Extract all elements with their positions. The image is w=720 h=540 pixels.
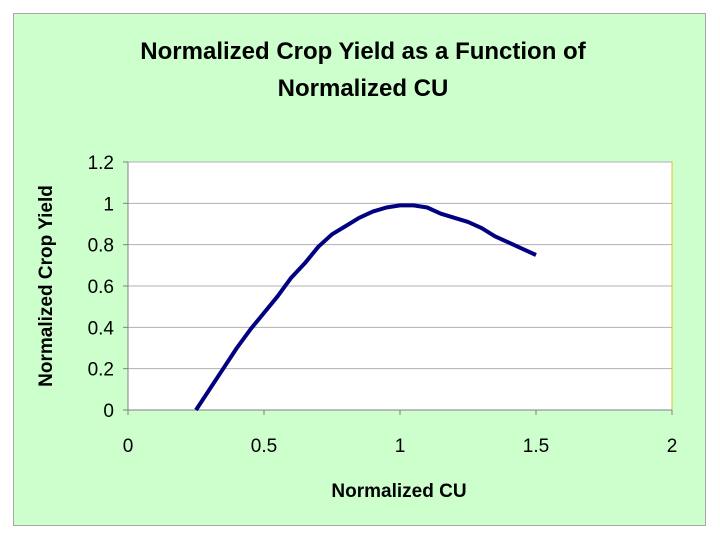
- chart-title-line-2: Normalized CU: [278, 75, 449, 102]
- x-tick-label: 0: [123, 436, 134, 457]
- y-tick-label: 0: [103, 401, 114, 422]
- grid-lines: [128, 161, 672, 370]
- y-tick-labels: 0 0.2 0.4 0.6 0.8 1 1.2: [88, 153, 115, 422]
- axes: [123, 161, 673, 415]
- chart-frame: Normalized Crop Yield as a Function of N…: [13, 13, 706, 526]
- x-tick-label: 1: [395, 436, 406, 457]
- x-tick-label: 2: [667, 436, 678, 457]
- y-axis-title: Normalized Crop Yield: [36, 185, 57, 387]
- x-tick-labels: 0 0.5 1 1.5 2: [123, 436, 678, 457]
- chart-svg: Normalized Crop Yield as a Function of N…: [36, 38, 678, 502]
- chart-title-line-1: Normalized Crop Yield as a Function of: [140, 38, 586, 65]
- x-axis-title: Normalized CU: [331, 481, 466, 502]
- y-tick-label: 1.2: [88, 153, 114, 174]
- y-tick-label: 0.2: [88, 360, 114, 381]
- y-tick-label: 1: [103, 194, 114, 215]
- x-tick-label: 1.5: [523, 436, 549, 457]
- series-line-0: [194, 203, 537, 412]
- y-tick-label: 0.8: [88, 236, 114, 257]
- x-tick-label: 0.5: [251, 436, 277, 457]
- y-tick-label: 0.4: [88, 318, 115, 339]
- y-tick-label: 0.6: [88, 277, 114, 298]
- series-group: [194, 203, 537, 412]
